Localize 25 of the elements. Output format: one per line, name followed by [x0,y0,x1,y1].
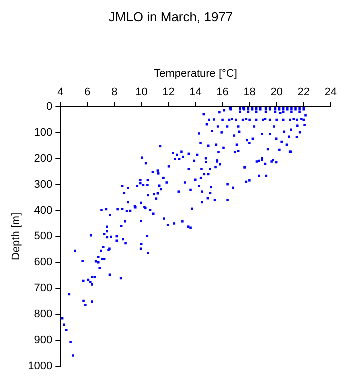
y-tick-label: 300 [34,178,53,191]
x-tick-label: 6 [84,86,91,98]
x-axis-title: Temperature [°C] [154,68,238,80]
x-tick-label: 18 [244,86,256,98]
y-tick-label: 800 [34,308,53,321]
y-tick-label: 700 [34,282,53,295]
x-tick-label: 12 [162,86,175,98]
y-tick-label: 100 [34,126,53,139]
y-tick-label: 500 [34,230,53,243]
x-tick-label: 22 [298,86,310,98]
x-tick-label: 16 [216,86,229,98]
x-tick-label: 8 [112,86,118,98]
chart-title: JMLO in March, 1977 [108,9,234,24]
x-tick-label: 4 [58,86,64,98]
x-tick-label: 14 [190,86,202,98]
y-axis-title: Depth [m] [10,212,23,261]
x-tick-label: 10 [136,86,148,98]
y-tick-label: 0 [46,101,53,114]
y-tick-label: 900 [34,334,53,346]
x-tick-label: 24 [324,86,338,98]
y-tick-label: 400 [34,204,53,217]
y-tick-label: 1000 [28,360,53,372]
y-tick-label: 600 [34,256,53,269]
x-tick-label: 20 [270,86,283,98]
y-tick-label: 200 [34,152,53,165]
